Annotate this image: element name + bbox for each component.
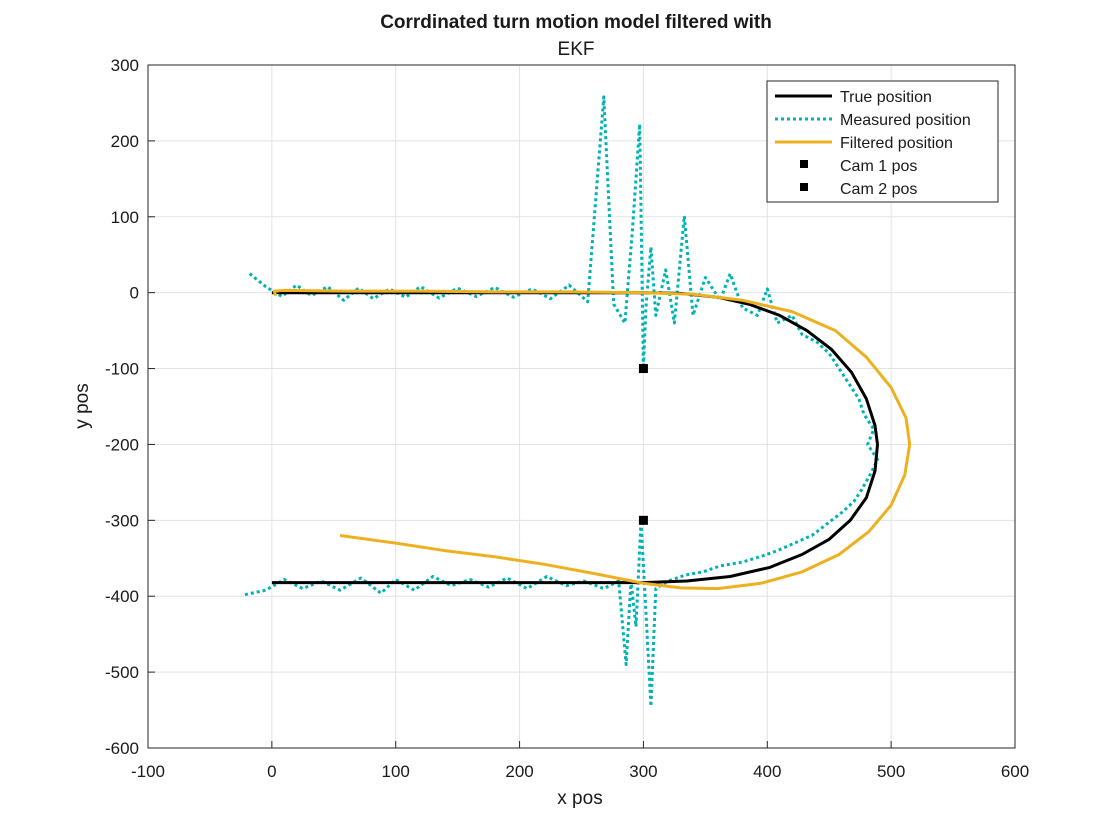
chart-title: Corrdinated turn motion model filtered w…: [380, 12, 772, 33]
chart-subtitle: EKF: [558, 39, 595, 60]
y-tick-label: -400: [105, 587, 139, 606]
y-tick-label: -200: [105, 435, 139, 454]
x-tick-label: 600: [1001, 762, 1029, 781]
legend-filtered-position-label: Filtered position: [840, 135, 953, 152]
legend-true-position-label: True position: [840, 89, 932, 106]
y-tick-labels: -600 -500 -400 -300 -200 -100 0 100 200 300: [105, 56, 139, 758]
measured-position-line: [244, 95, 879, 708]
y-axis-label: y pos: [72, 383, 93, 428]
ticks: [147, 64, 1016, 749]
x-tick-label: -100: [131, 762, 165, 781]
cam1-marker: [638, 364, 648, 374]
x-axis-label: x pos: [557, 788, 602, 809]
legend-cam2-label: Cam 2 pos: [840, 181, 917, 198]
x-tick-labels: -100 0 100 200 300 400 500 600: [131, 762, 1029, 781]
x-tick-label: 500: [877, 762, 905, 781]
cam2-marker: [638, 515, 648, 525]
y-tick-label: 100: [111, 208, 139, 227]
x-tick-label: 200: [505, 762, 533, 781]
y-tick-label: 300: [111, 56, 139, 75]
y-tick-label: -600: [105, 739, 139, 758]
legend: True position Measured position Filtered…: [766, 80, 999, 203]
x-tick-label: 400: [753, 762, 781, 781]
y-tick-label: -300: [105, 511, 139, 530]
x-tick-label: 0: [267, 762, 276, 781]
legend-cam2-marker: [800, 183, 808, 191]
y-tick-label: -100: [105, 360, 139, 379]
y-tick-label: 0: [130, 284, 139, 303]
x-tick-label: 300: [629, 762, 657, 781]
x-tick-label: 100: [382, 762, 410, 781]
y-tick-label: 200: [111, 132, 139, 151]
legend-cam1-label: Cam 1 pos: [840, 158, 917, 175]
legend-cam1-marker: [800, 160, 808, 168]
y-tick-label: -500: [105, 663, 139, 682]
series-layer: [244, 95, 912, 708]
plot-frame: [147, 64, 1016, 749]
filtered-position-line: [272, 288, 912, 591]
legend-measured-position-label: Measured position: [840, 112, 971, 129]
